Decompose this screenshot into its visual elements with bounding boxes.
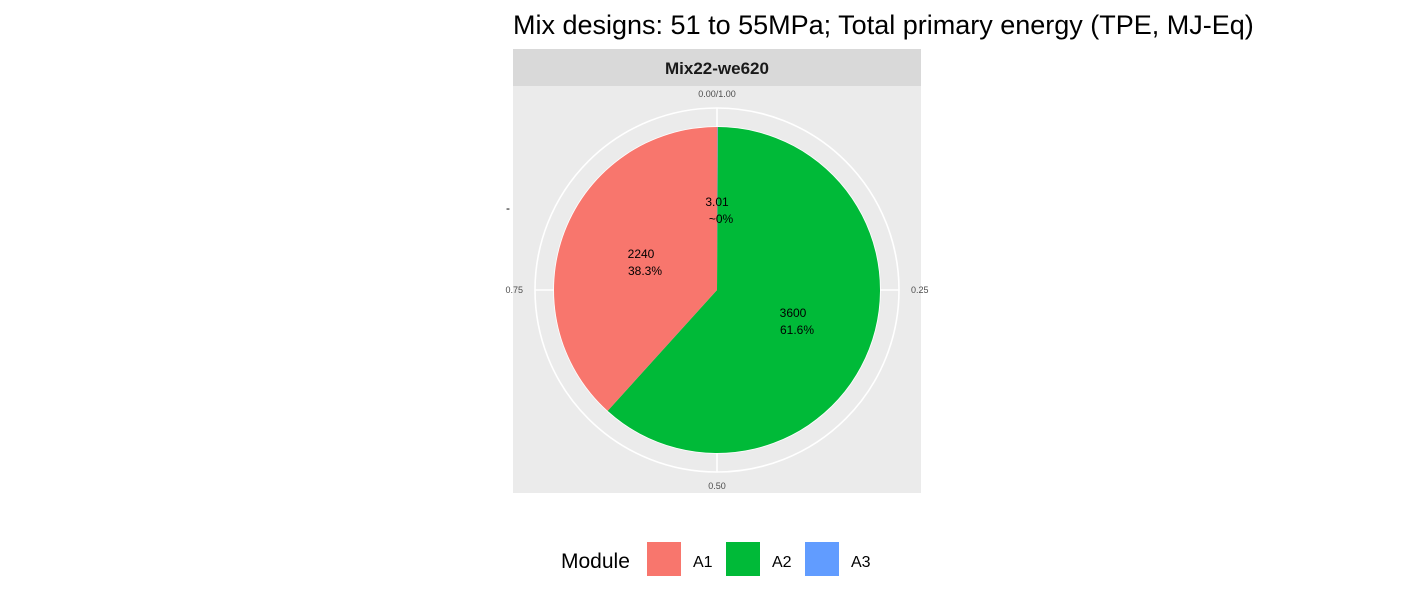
slice-value-label-a3: 3.01 <box>705 195 729 209</box>
legend-key-a3 <box>805 542 839 576</box>
legend-key-a2 <box>726 542 760 576</box>
theta-tick-label: 0.00/1.00 <box>698 89 736 99</box>
legend-label-a2: A2 <box>772 554 792 571</box>
slice-percent-label-a2: 61.6% <box>780 323 814 337</box>
slice-value-label-a2: 3600 <box>780 306 807 320</box>
theta-axis-ticks: 0.00/1.00 0.25 0.50 0.75 <box>505 89 928 491</box>
slice-value-label-a1: 2240 <box>628 247 655 261</box>
facet-strip <box>513 49 921 86</box>
legend: Module A1 A2 A3 <box>561 542 871 576</box>
facet-strip-label: Mix22-we620 <box>665 59 769 78</box>
legend-label-a1: A1 <box>693 554 713 571</box>
legend-key-a1 <box>647 542 681 576</box>
legend-title: Module <box>561 550 630 573</box>
pie-slice-a1 <box>554 127 718 411</box>
pie-slices <box>554 127 881 453</box>
slice-percent-label-a1: 38.3% <box>628 264 662 278</box>
pie-slice-a2 <box>607 127 881 453</box>
chart-title: Mix designs: 51 to 55MPa; Total primary … <box>513 10 1254 40</box>
theta-tick-label: 0.50 <box>708 481 726 491</box>
legend-label-a3: A3 <box>851 554 871 571</box>
slice-percent-label-a3: ~0% <box>709 212 734 226</box>
y-axis-tick: - <box>506 201 510 215</box>
theta-tick-label: 0.25 <box>911 285 929 295</box>
slice-labels: 2240 38.3% 3600 61.6% 3.01 ~0% <box>628 195 815 337</box>
theta-tick-label: 0.75 <box>505 285 523 295</box>
